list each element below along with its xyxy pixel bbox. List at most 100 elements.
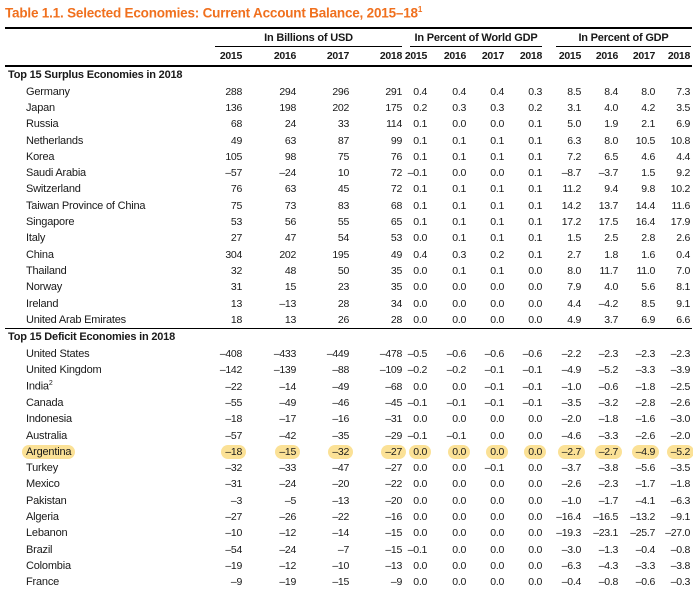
- value-cell-usd: –5: [284, 494, 296, 507]
- value-cell-world_gdp: 0.2: [490, 248, 504, 261]
- table-row: Australia –57 –42 –35 –29 –0.1 –0.1 0.0 0.0 –4.6 –…: [5, 427, 692, 443]
- value-cell-gdp: 8.0: [567, 264, 581, 277]
- value-cell-world_gdp: 0.0: [528, 313, 542, 326]
- value-cell-usd: –19: [279, 576, 296, 589]
- value-cell-usd: 68: [390, 199, 402, 212]
- value-cell-gdp: 4.0: [604, 101, 618, 114]
- value-cell-world_gdp: 0.1: [528, 199, 542, 212]
- section-header-label: Top 15 Deficit Economies in 2018: [5, 327, 692, 346]
- country-name: Algeria: [26, 511, 59, 524]
- column-group-gdp-label: In Percent of GDP: [556, 32, 691, 47]
- value-cell-world_gdp: 0.0: [528, 559, 542, 572]
- table-row: United States –408 –433 –449 –478 –0.5 –0.6 –0.…: [5, 346, 692, 362]
- value-cell-usd: 13: [284, 313, 296, 326]
- value-cell-gdp: –4.2: [598, 297, 619, 310]
- value-cell-gdp: 4.4: [676, 150, 690, 163]
- value-cell-gdp: –2.5: [670, 380, 691, 393]
- value-cell-gdp: 4.6: [641, 150, 655, 163]
- value-cell-usd: –7: [337, 543, 349, 556]
- value-cell-world_gdp: –0.1: [407, 396, 428, 409]
- value-cell-world_gdp: 0.0: [452, 380, 466, 393]
- value-cell-gdp: 8.5: [641, 297, 655, 310]
- value-cell-world_gdp: 0.0: [413, 313, 427, 326]
- value-cell-gdp: 11.7: [599, 264, 619, 277]
- value-cell-gdp: 9.4: [604, 183, 618, 196]
- value-cell-world_gdp: 0.0: [452, 478, 466, 491]
- value-cell-usd: –57: [225, 167, 242, 180]
- value-cell-usd: 73: [284, 199, 296, 212]
- value-cell-gdp: –3.9: [670, 364, 691, 377]
- value-cell-usd: –45: [385, 396, 402, 409]
- value-cell-usd: 35: [390, 264, 402, 277]
- value-cell-world_gdp: –0.1: [484, 380, 505, 393]
- value-cell-gdp: 16.4: [635, 216, 656, 229]
- value-cell-gdp: 2.8: [641, 232, 655, 245]
- value-cell-usd: 114: [386, 118, 402, 131]
- value-cell-usd: –10: [225, 527, 242, 540]
- country-name: Colombia: [26, 559, 71, 572]
- value-cell-world_gdp: 0.3: [452, 101, 466, 114]
- value-cell-usd: 34: [390, 297, 402, 310]
- value-cell-world_gdp: 0.0: [528, 281, 542, 294]
- value-cell-world_gdp: 0.1: [413, 216, 427, 229]
- country-name: China: [26, 248, 54, 261]
- table-row: Argentina –18 –15 –32 –27 0.0 0.0 0.0 0.0 –2.7 –2.…: [5, 444, 693, 460]
- value-cell-usd: –9: [390, 576, 402, 589]
- value-cell-usd: 288: [225, 85, 242, 98]
- country-name: Singapore: [26, 216, 75, 229]
- value-cell-world_gdp: 0.0: [452, 313, 466, 326]
- column-group-gdp: In Percent of GDP: [544, 28, 692, 47]
- country-name: Turkey: [26, 462, 59, 475]
- value-cell-usd: 76: [390, 150, 402, 163]
- value-cell-world_gdp: 0.1: [452, 264, 466, 277]
- table-row: Singapore 53 56 55 65 0.1 0.1 0.1 0.1 17.2 17.5 16.…: [5, 214, 692, 230]
- value-cell-gdp: –1.0: [561, 380, 582, 393]
- value-cell-usd: –15: [385, 543, 402, 556]
- value-cell-usd: –29: [385, 429, 402, 442]
- value-cell-gdp: –3.7: [598, 167, 619, 180]
- value-cell-world_gdp: 0.0: [452, 167, 466, 180]
- value-cell-world_gdp: –0.6: [446, 348, 467, 361]
- value-cell-usd: –49: [279, 396, 296, 409]
- title-footnote-marker: 1: [417, 5, 423, 14]
- table-row: United Kingdom –142 –139 –88 –109 –0.2 –0.2 –0.…: [5, 362, 692, 378]
- value-cell-usd: 28: [390, 313, 402, 326]
- value-cell-world_gdp: 0.0: [490, 281, 504, 294]
- value-cell-world_gdp: 0.0: [490, 511, 504, 524]
- value-cell-world_gdp: 0.1: [490, 134, 504, 147]
- value-cell-gdp: –2.6: [670, 396, 691, 409]
- value-cell-world_gdp: 0.1: [490, 150, 504, 163]
- value-cell-world_gdp: 0.0: [490, 313, 504, 326]
- value-cell-gdp: –4.3: [598, 559, 619, 572]
- value-cell-world_gdp: 0.0: [452, 511, 466, 524]
- value-cell-world_gdp: 0.1: [413, 150, 427, 163]
- value-cell-usd: –88: [332, 364, 349, 377]
- value-cell-world_gdp: –0.1: [484, 364, 505, 377]
- value-cell-usd: –15: [385, 527, 402, 540]
- value-cell-usd: –449: [326, 348, 349, 361]
- value-cell-gdp: –3.3: [635, 364, 656, 377]
- value-cell-gdp: 9.8: [641, 183, 655, 196]
- value-cell-gdp: –3.0: [670, 413, 691, 426]
- value-cell-world_gdp: 0.2: [528, 101, 542, 114]
- value-cell-world_gdp: –0.1: [407, 543, 428, 556]
- value-cell-world_gdp: –0.1: [407, 429, 428, 442]
- value-cell-gdp: 6.6: [676, 313, 690, 326]
- value-cell-usd: –109: [379, 364, 402, 377]
- value-cell-world_gdp: 0.0: [528, 297, 542, 310]
- value-cell-gdp: 6.9: [676, 118, 690, 131]
- value-cell-gdp: 8.0: [604, 134, 618, 147]
- value-cell-gdp: 4.0: [604, 281, 618, 294]
- value-cell-world_gdp: 0.0: [528, 543, 542, 556]
- table-row: Italy 27 47 54 53 0.0 0.1 0.1 0.1 1.5 2.5 2.8 2.6: [5, 230, 692, 246]
- country-name: Italy: [26, 232, 46, 245]
- value-cell-gdp: –2.3: [598, 348, 619, 361]
- value-cell-gdp: 6.3: [567, 134, 581, 147]
- value-cell-gdp: –3.0: [561, 543, 582, 556]
- table-row: China 304 202 195 49 0.4 0.3 0.2 0.1 2.7 1.8 1.6 0.4: [5, 246, 692, 262]
- table-row: Indonesia –18 –17 –16 –31 0.0 0.0 0.0 0.0 –2.0 –1.…: [5, 411, 692, 427]
- value-cell-usd: –33: [279, 462, 296, 475]
- value-cell-gdp: 8.4: [604, 85, 618, 98]
- value-cell-world_gdp: 0.1: [452, 199, 466, 212]
- value-cell-world_gdp: 0.0: [413, 494, 427, 507]
